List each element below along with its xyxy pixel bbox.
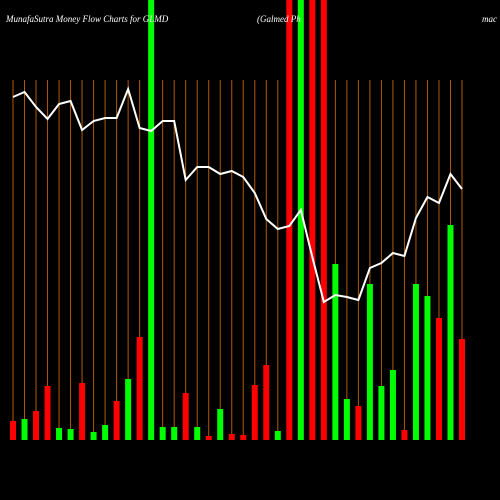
bar [332, 264, 339, 440]
bar [297, 0, 304, 440]
bar [56, 428, 63, 440]
bar [194, 427, 201, 440]
bar [263, 365, 270, 440]
chart-subtitle-right: mac [482, 14, 497, 24]
bar [33, 411, 40, 440]
bar [274, 431, 281, 440]
bar [136, 337, 143, 440]
bar [148, 0, 155, 440]
bar [355, 406, 362, 440]
bar [366, 284, 373, 440]
chart-title: MunafaSutra Money Flow Charts for GLMD [5, 14, 169, 24]
bar [228, 434, 235, 440]
bar [309, 0, 316, 440]
bar [251, 385, 258, 440]
bar [125, 379, 132, 440]
bar [79, 383, 86, 440]
bar [286, 0, 293, 440]
bar [67, 429, 74, 440]
bar [159, 427, 166, 440]
bar [113, 401, 120, 440]
flow-line [12, 85, 463, 304]
bar [182, 393, 189, 440]
chart-subtitle: (Galmed Ph [257, 14, 301, 24]
bar [10, 421, 16, 440]
bar [240, 435, 247, 440]
bar [90, 432, 97, 440]
bar [412, 284, 419, 440]
bar [205, 436, 212, 440]
bar [21, 419, 28, 440]
plot [10, 0, 465, 440]
bar [102, 425, 109, 440]
bar [171, 427, 178, 440]
bar [343, 399, 350, 440]
bar [217, 409, 224, 440]
bar [447, 225, 454, 440]
bar [320, 0, 327, 440]
bar [378, 386, 385, 440]
bar [424, 296, 431, 440]
bar [401, 430, 408, 440]
bar [435, 318, 442, 440]
bar [389, 370, 396, 440]
bar [459, 339, 465, 440]
bar [44, 386, 51, 440]
